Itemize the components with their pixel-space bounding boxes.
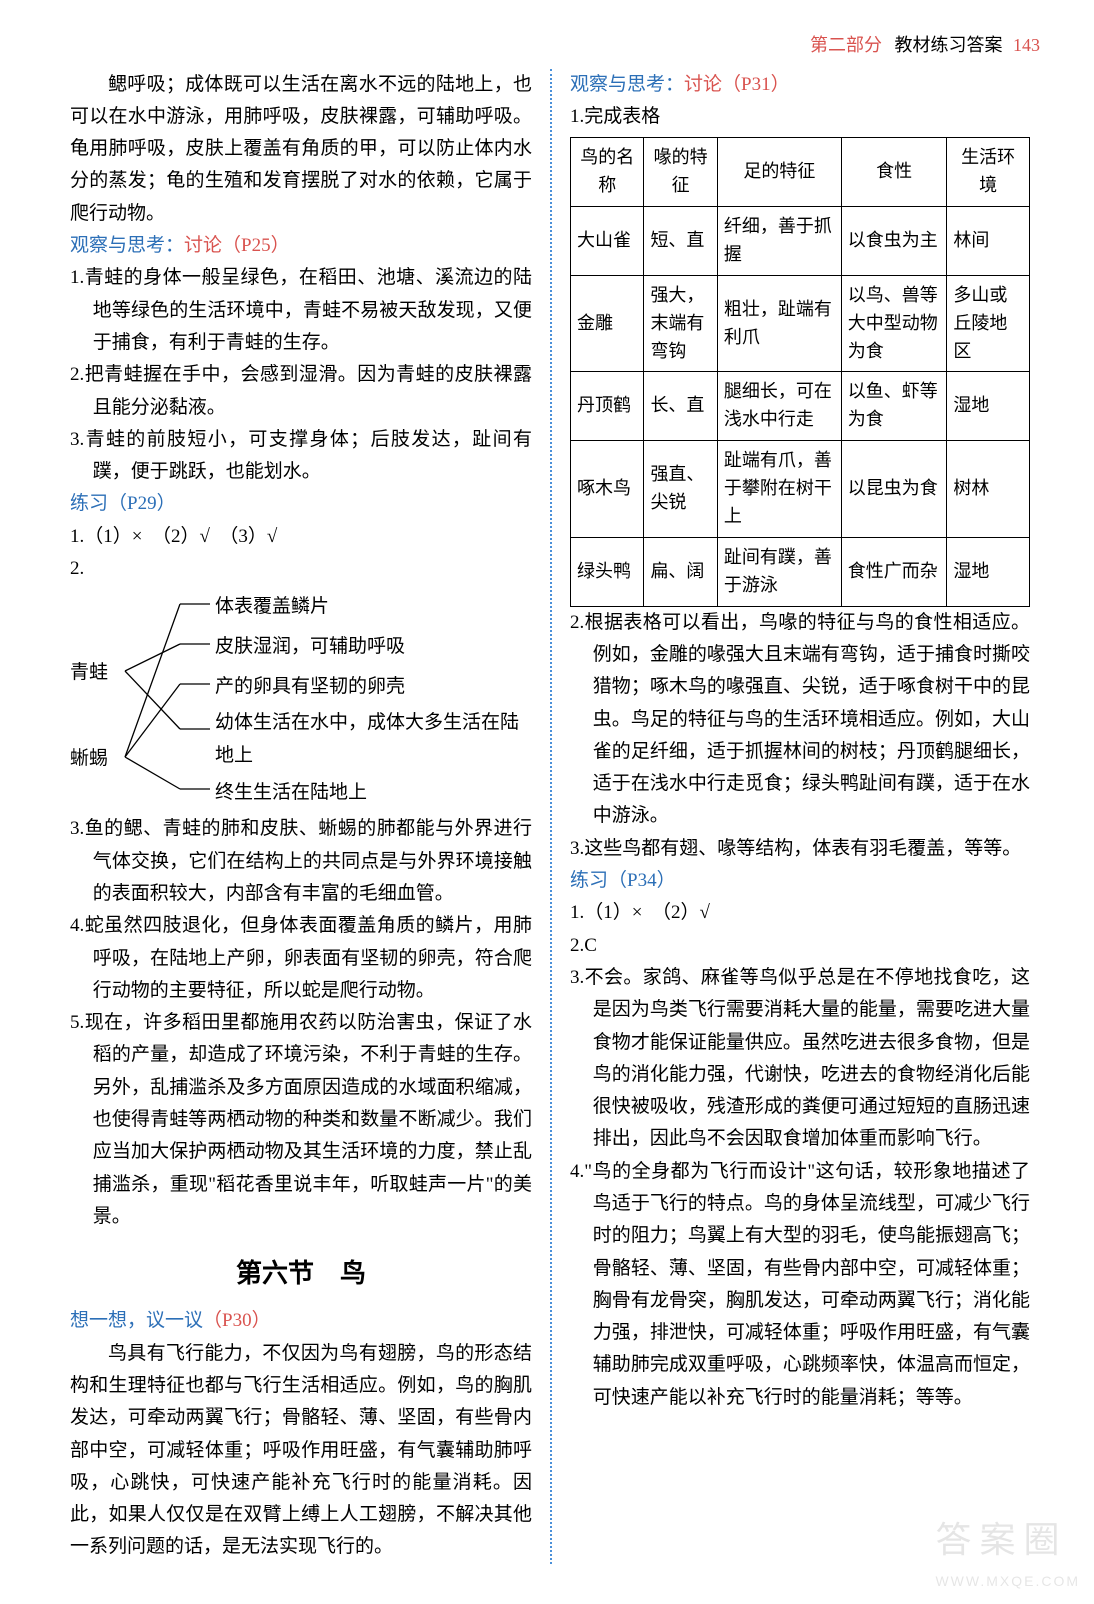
birds-td: 以食虫为主 [841, 206, 947, 275]
right-t1: 1.完成表格 [570, 101, 1030, 133]
p34-head: 练习（P34） [570, 865, 1030, 897]
page-root: 第二部分 教材练习答案 143 鳃呼吸；成体既可以生活在离水不远的陆地上，也可以… [0, 0, 1094, 1604]
birds-th: 生活环境 [947, 138, 1030, 207]
birds-header-row: 鸟的名称喙的特征足的特征食性生活环境 [571, 138, 1030, 207]
birds-td: 强大，末端有弯钩 [644, 275, 717, 372]
conn-r2: 皮肤湿润，可辅助呼吸 [215, 631, 405, 663]
left-q4: 4.蛇虽然四肢退化，但身体表面覆盖角质的鳞片，用肺呼吸，在陆地上产卵，卵表面有坚… [70, 910, 532, 1007]
birds-th: 足的特征 [717, 138, 841, 207]
think-body: 鸟具有飞行能力，不仅因为鸟有翅膀，鸟的形态结构和生理特征也都与飞行生活相适应。例… [70, 1338, 532, 1564]
left-q3: 3.鱼的鳃、青蛙的肺和皮肤、蜥蜴的肺都能与外界进行气体交换，它们在结构上的共同点… [70, 813, 532, 910]
p29-item1: 1.（1）× （2）√ （3）√ [70, 521, 532, 553]
p34-item4: 4."鸟的全身都为飞行而设计"这句话，较形象地描述了鸟适于飞行的特点。鸟的身体呈… [570, 1156, 1030, 1414]
birds-th: 喙的特征 [644, 138, 717, 207]
p29-item2-no: 2. [70, 553, 532, 585]
table-row: 丹顶鹤长、直腿细长，可在浅水中行走以鱼、虾等为食湿地 [571, 372, 1030, 441]
birds-td: 腿细长，可在浅水中行走 [717, 372, 841, 441]
obs31-sub: 讨论（P31） [684, 74, 790, 95]
birds-tbody: 大山雀短、直纤细，善于抓握以食虫为主林间金雕强大，末端有弯钩粗壮，趾端有利爪以鸟… [571, 206, 1030, 606]
birds-td: 湿地 [947, 372, 1030, 441]
conn-left-frog: 青蛙 [70, 657, 108, 689]
obs25-item2: 2.把青蛙握在手中，会感到湿滑。因为青蛙的皮肤裸露且能分泌黏液。 [70, 359, 532, 424]
birds-td: 金雕 [571, 275, 644, 372]
obs25-sub: 讨论（P25） [184, 235, 290, 256]
birds-td: 以昆虫为食 [841, 441, 947, 538]
right-a2: 2.根据表格可以看出，鸟喙的特征与鸟的食性相适应。例如，金雕的喙强大且末端有弯钩… [570, 607, 1030, 833]
birds-td: 纤细，善于抓握 [717, 206, 841, 275]
birds-td: 树林 [947, 441, 1030, 538]
birds-table: 鸟的名称喙的特征足的特征食性生活环境 大山雀短、直纤细，善于抓握以食虫为主林间金… [570, 137, 1030, 606]
header-part: 第二部分 [810, 35, 882, 55]
column-left: 鳃呼吸；成体既可以生活在离水不远的陆地上，也可以在水中游泳，用肺呼吸，皮肤裸露，… [70, 69, 550, 1564]
obs31-head: 观察与思考： [570, 74, 684, 95]
obs25-item1: 1.青蛙的身体一般呈绿色，在稻田、池塘、溪流边的陆地等绿色的生活环境中，青蛙不易… [70, 262, 532, 359]
table-row: 金雕强大，末端有弯钩粗壮，趾端有利爪以鸟、兽等大中型动物为食多山或丘陵地区 [571, 275, 1030, 372]
birds-td: 短、直 [644, 206, 717, 275]
birds-th: 食性 [841, 138, 947, 207]
table-row: 啄木鸟强直、尖锐趾端有爪，善于攀附在树干上以昆虫为食树林 [571, 441, 1030, 538]
birds-td: 大山雀 [571, 206, 644, 275]
right-a3: 3.这些鸟都有翅、喙等结构，体表有羽毛覆盖，等等。 [570, 833, 1030, 865]
left-q5: 5.现在，许多稻田里都施用农药以防治害虫，保证了水稻的产量，却造成了环境污染，不… [70, 1007, 532, 1233]
birds-td: 林间 [947, 206, 1030, 275]
birds-td: 扁、阔 [644, 537, 717, 606]
think-heading: 想一想，议一议（P30） [70, 1305, 532, 1337]
p29-head: 练习（P29） [70, 488, 532, 520]
birds-td: 强直、尖锐 [644, 441, 717, 538]
page-header: 第二部分 教材练习答案 143 [70, 30, 1054, 61]
section6-title: 第六节 鸟 [70, 1251, 532, 1295]
think-sub: （P30） [203, 1310, 271, 1331]
obs25-head: 观察与思考： [70, 235, 184, 256]
birds-td: 绿头鸭 [571, 537, 644, 606]
table-row: 大山雀短、直纤细，善于抓握以食虫为主林间 [571, 206, 1030, 275]
obs25-heading: 观察与思考：讨论（P25） [70, 230, 532, 262]
watermark-sub: WWW.MXQE.COM [935, 1570, 1080, 1594]
birds-td: 趾端有爪，善于攀附在树干上 [717, 441, 841, 538]
table-row: 绿头鸭扁、阔趾间有蹼，善于游泳食性广而杂湿地 [571, 537, 1030, 606]
birds-td: 长、直 [644, 372, 717, 441]
conn-r4: 幼体生活在水中，成体大多生活在陆地上 [215, 707, 525, 772]
birds-td: 食性广而杂 [841, 537, 947, 606]
birds-td: 趾间有蹼，善于游泳 [717, 537, 841, 606]
two-columns: 鳃呼吸；成体既可以生活在离水不远的陆地上，也可以在水中游泳，用肺呼吸，皮肤裸露，… [70, 69, 1054, 1564]
birds-td: 多山或丘陵地区 [947, 275, 1030, 372]
obs25-item3: 3.青蛙的前肢短小，可支撑身体；后肢发达，趾间有蹼，便于跳跃，也能划水。 [70, 424, 532, 489]
column-right: 观察与思考：讨论（P31） 1.完成表格 鸟的名称喙的特征足的特征食性生活环境 … [550, 69, 1030, 1564]
conn-r5: 终生生活在陆地上 [215, 777, 367, 809]
header-page: 143 [1013, 35, 1040, 55]
birds-td: 湿地 [947, 537, 1030, 606]
birds-th: 鸟的名称 [571, 138, 644, 207]
left-intro: 鳃呼吸；成体既可以生活在离水不远的陆地上，也可以在水中游泳，用肺呼吸，皮肤裸露，… [70, 69, 532, 230]
birds-td: 以鸟、兽等大中型动物为食 [841, 275, 947, 372]
think-head: 想一想，议一议 [70, 1310, 203, 1331]
header-sub: 教材练习答案 [895, 35, 1003, 55]
conn-r3: 产的卵具有坚韧的卵壳 [215, 671, 405, 703]
birds-td: 以鱼、虾等为食 [841, 372, 947, 441]
obs31-heading: 观察与思考：讨论（P31） [570, 69, 1030, 101]
p34-item2: 2.C [570, 930, 1030, 962]
birds-td: 啄木鸟 [571, 441, 644, 538]
conn-r1: 体表覆盖鳞片 [215, 591, 329, 623]
matching-diagram: 青蛙 蜥蜴 体表覆盖鳞片 皮肤湿润，可辅助呼吸 产的卵具有坚韧的卵壳 幼体生活在… [70, 589, 532, 809]
birds-td: 丹顶鹤 [571, 372, 644, 441]
p34-item3: 3.不会。家鸽、麻雀等鸟似乎总是在不停地找食吃，这是因为鸟类飞行需要消耗大量的能… [570, 962, 1030, 1156]
conn-left-lizard: 蜥蜴 [70, 743, 108, 775]
birds-td: 粗壮，趾端有利爪 [717, 275, 841, 372]
p34-item1: 1.（1）× （2）√ [570, 897, 1030, 929]
